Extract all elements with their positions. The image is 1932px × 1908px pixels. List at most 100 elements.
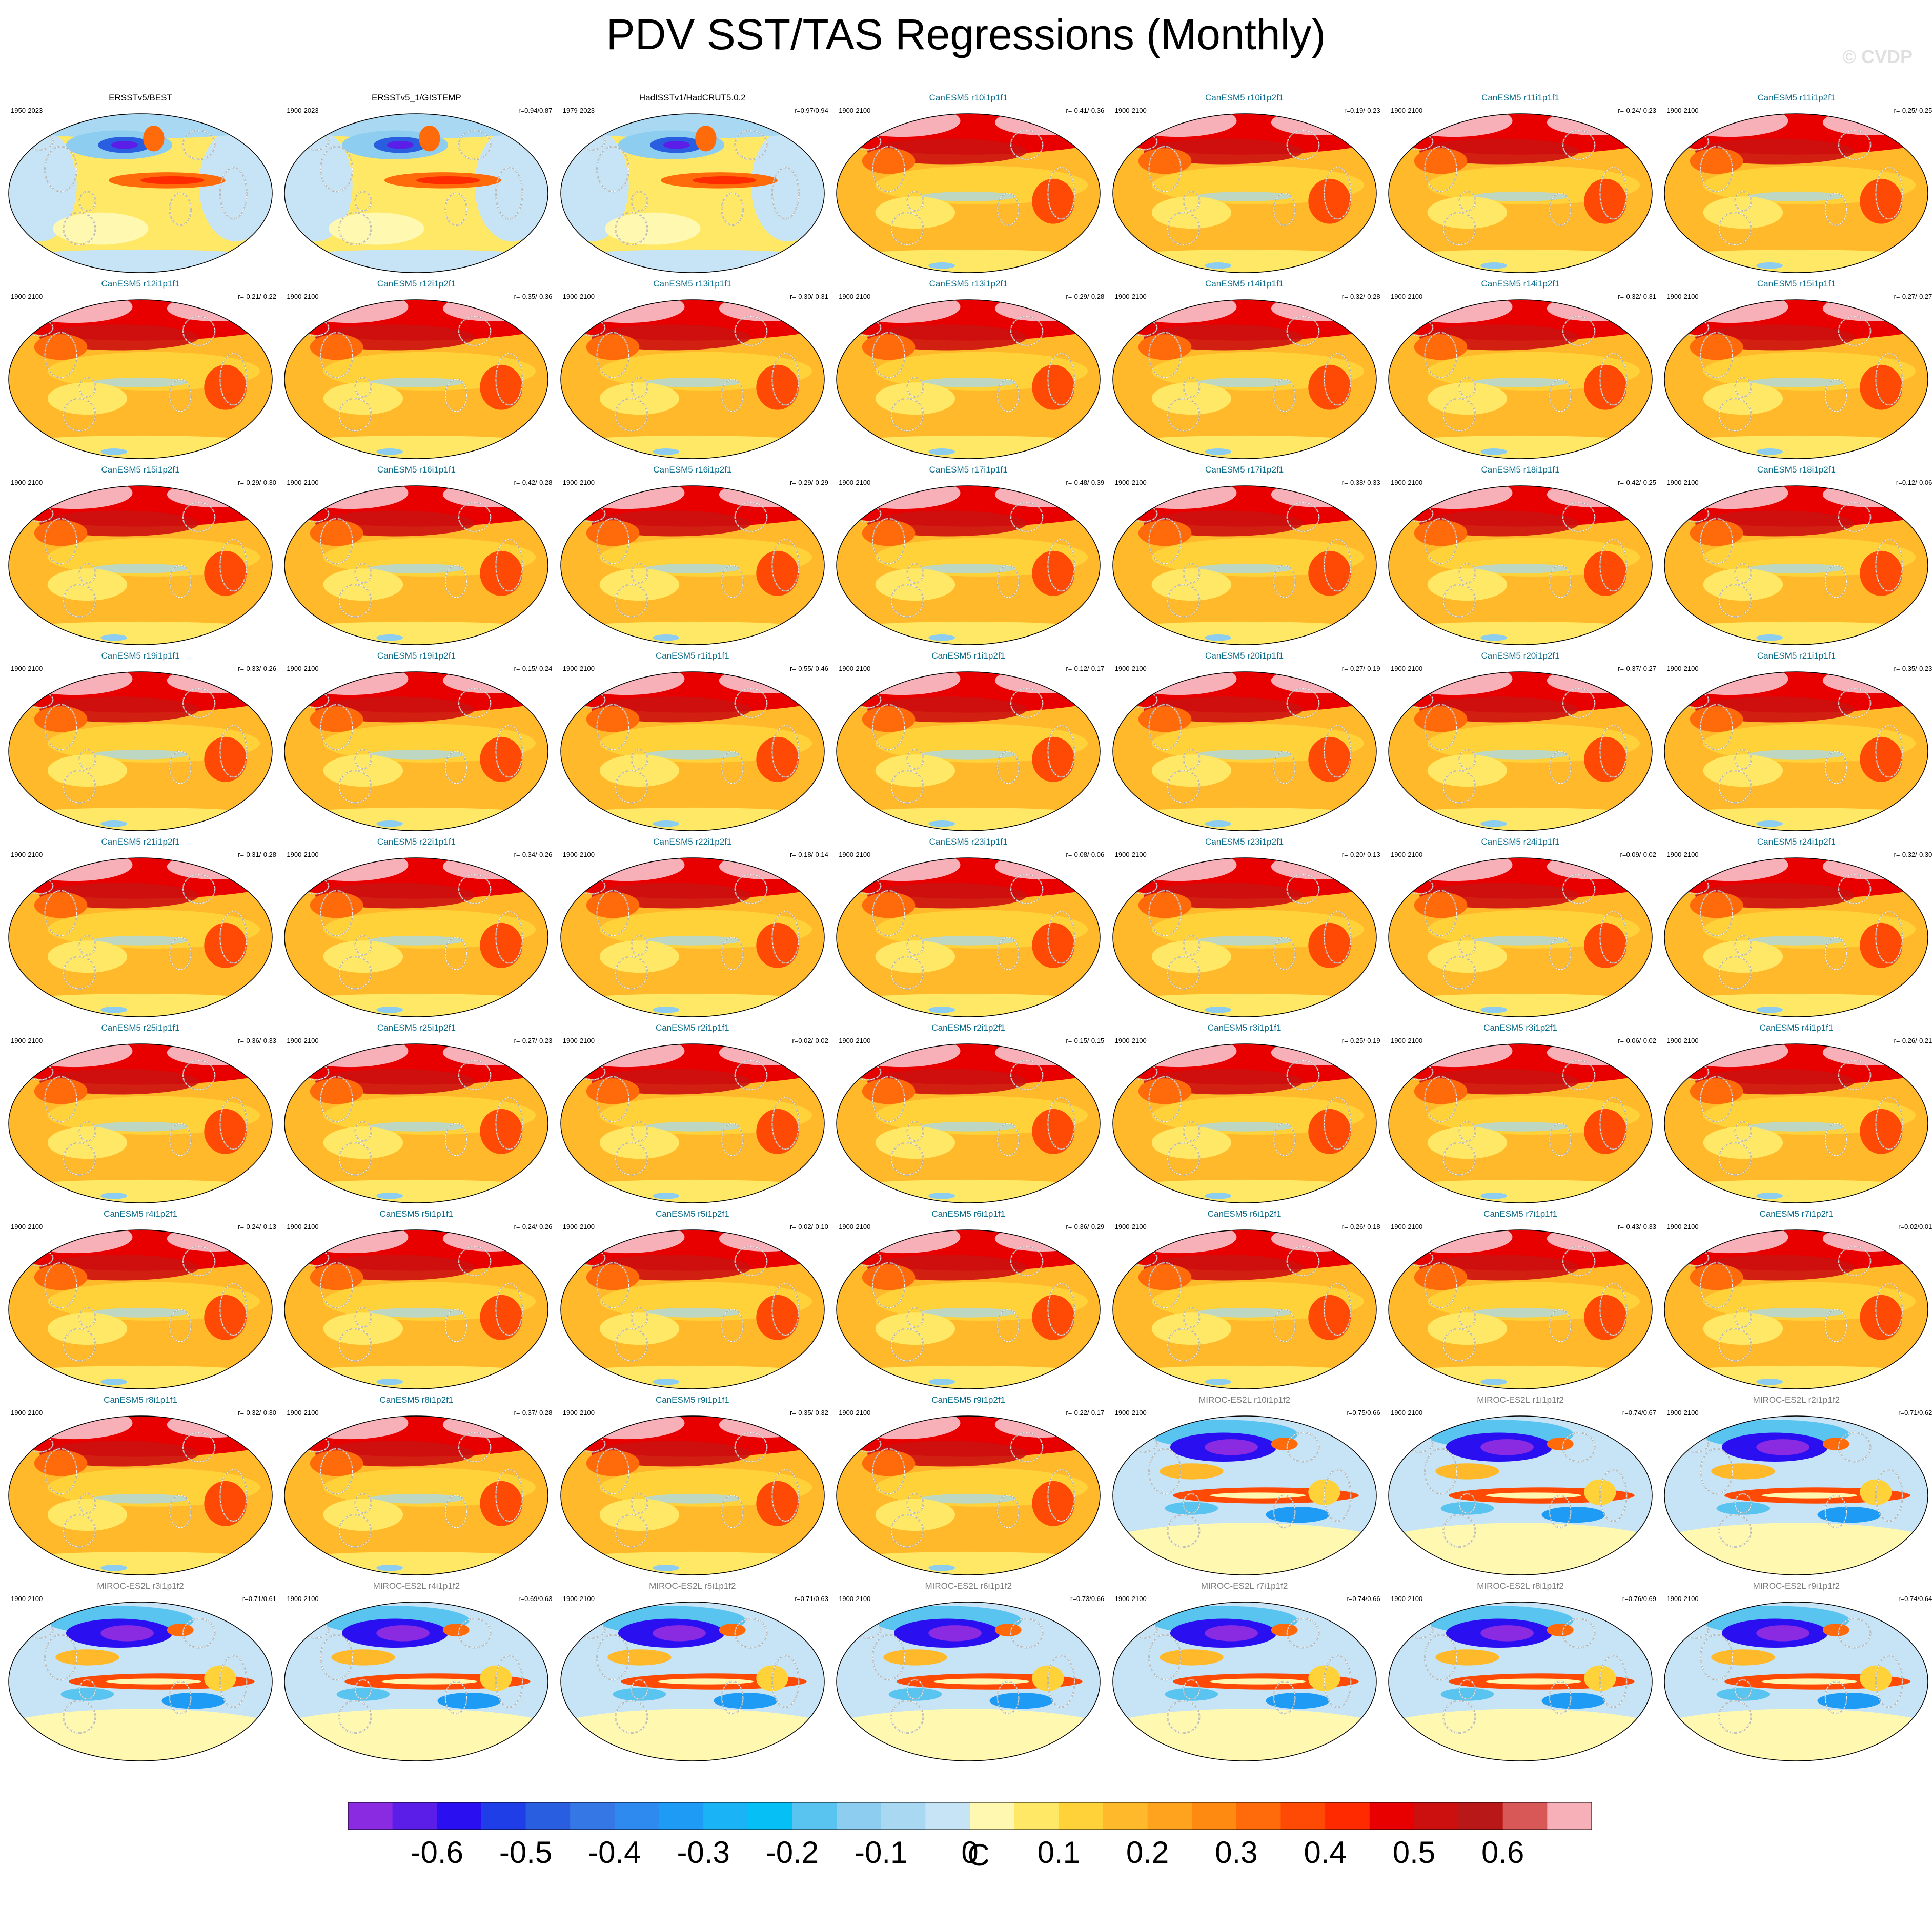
map-field xyxy=(1112,113,1377,273)
map-field xyxy=(1388,1602,1653,1761)
panel-title: MIROC-ES2L r9i1p1f2 xyxy=(1753,1581,1840,1591)
panel-years: 1900-2100 xyxy=(839,1037,871,1044)
map-field xyxy=(1112,299,1377,459)
panel-years: 1950-2023 xyxy=(11,107,43,114)
map-field xyxy=(8,113,273,273)
panel-years: 1900-2100 xyxy=(1391,1595,1423,1603)
panel-title: CanESM5 r2i1p1f1 xyxy=(655,1023,729,1033)
panel-title: CanESM5 r2i1p2f1 xyxy=(931,1023,1005,1033)
map-field xyxy=(1388,1415,1653,1575)
panel-title: MIROC-ES2L r5i1p1f2 xyxy=(649,1581,736,1591)
map-field xyxy=(1112,671,1377,831)
map-field xyxy=(284,1229,549,1389)
panel-years: 1900-2100 xyxy=(11,1409,43,1417)
panel-correlation: r=-0.15/-0.15 xyxy=(1066,1037,1105,1044)
panel-years: 1900-2100 xyxy=(1666,479,1699,486)
panel-correlation: r=-0.21/-0.22 xyxy=(238,293,276,300)
colorbar-tick-label: -0.4 xyxy=(588,1835,641,1870)
map-panel: CanESM5 r5i1p1f1 1900-2100 r=-0.24/-0.26 xyxy=(278,1208,554,1394)
panel-title: CanESM5 r4i1p1f1 xyxy=(1759,1023,1834,1033)
panel-years: 1900-2023 xyxy=(287,107,319,114)
map-field xyxy=(1388,485,1653,645)
map-field xyxy=(1388,299,1653,459)
map-field xyxy=(8,857,273,1017)
map-panel: MIROC-ES2L r8i1p1f2 1900-2100 r=0.76/0.69 xyxy=(1382,1581,1658,1766)
map-panel: CanESM5 r5i1p2f1 1900-2100 r=-0.02/-0.10 xyxy=(555,1208,830,1394)
map-field xyxy=(560,113,825,273)
panel-correlation: r=0.02/-0.02 xyxy=(792,1037,828,1044)
panel-years: 1900-2100 xyxy=(839,293,871,300)
panel-title: CanESM5 r1i1p1f1 xyxy=(655,651,729,661)
panel-title: CanESM5 r10i1p2f1 xyxy=(1205,93,1284,102)
colorbar-swatch xyxy=(925,1802,970,1830)
map-panel: CanESM5 r6i1p1f1 1900-2100 r=-0.36/-0.29 xyxy=(830,1208,1106,1394)
panel-years: 1900-2100 xyxy=(1666,665,1699,672)
panel-correlation: r=-0.06/-0.02 xyxy=(1618,1037,1656,1044)
panel-correlation: r=0.97/0.94 xyxy=(794,107,828,114)
panel-years: 1900-2100 xyxy=(562,665,595,672)
panel-years: 1900-2100 xyxy=(1391,107,1423,114)
panel-years: 1900-2100 xyxy=(287,293,319,300)
map-panel: CanESM5 r15i1p1f1 1900-2100 r=-0.27/-0.27 xyxy=(1658,278,1932,464)
panel-years: 1900-2100 xyxy=(839,479,871,486)
colorbar-swatch xyxy=(970,1802,1015,1830)
panel-correlation: r=-0.37/-0.27 xyxy=(1618,665,1656,672)
map-field xyxy=(836,1229,1101,1389)
map-panel: CanESM5 r13i1p2f1 1900-2100 r=-0.29/-0.28 xyxy=(830,278,1106,464)
map-field xyxy=(1112,1043,1377,1203)
panel-title: CanESM5 r14i1p2f1 xyxy=(1481,279,1560,289)
panel-correlation: r=0.73/0.66 xyxy=(1070,1595,1105,1603)
panel-years: 1900-2100 xyxy=(839,665,871,672)
panel-title: CanESM5 r25i1p1f1 xyxy=(101,1023,180,1033)
map-panel: CanESM5 r8i1p1f1 1900-2100 r=-0.32/-0.30 xyxy=(3,1394,278,1580)
map-panel: CanESM5 r24i1p2f1 1900-2100 r=-0.32/-0.30 xyxy=(1658,836,1932,1022)
map-panel: CanESM5 r11i1p1f1 1900-2100 r=-0.24/-0.23 xyxy=(1382,92,1658,278)
panel-years: 1900-2100 xyxy=(1666,851,1699,858)
panel-correlation: r=-0.29/-0.29 xyxy=(790,479,828,486)
map-panel: CanESM5 r17i1p1f1 1900-2100 r=-0.48/-0.39 xyxy=(830,464,1106,650)
map-panel: CanESM5 r20i1p1f1 1900-2100 r=-0.27/-0.19 xyxy=(1107,650,1382,836)
map-field xyxy=(1388,671,1653,831)
panel-correlation: r=-0.42/-0.25 xyxy=(1618,479,1656,486)
map-field xyxy=(836,671,1101,831)
panel-years: 1900-2100 xyxy=(1666,293,1699,300)
panel-correlation: r=0.74/0.67 xyxy=(1622,1409,1656,1417)
panel-years: 1900-2100 xyxy=(562,1595,595,1603)
panel-title: CanESM5 r1i1p2f1 xyxy=(931,651,1005,661)
panel-title: CanESM5 r6i1p1f1 xyxy=(931,1209,1005,1219)
panel-years: 1900-2100 xyxy=(1114,1595,1147,1603)
panel-title: MIROC-ES2L r2i1p1f2 xyxy=(1753,1395,1840,1405)
map-panel: CanESM5 r4i1p2f1 1900-2100 r=-0.24/-0.13 xyxy=(3,1208,278,1394)
panel-correlation: r=0.12/-0.06 xyxy=(1896,479,1932,486)
panel-title: CanESM5 r23i1p2f1 xyxy=(1205,837,1284,847)
colorbar-swatch xyxy=(703,1802,748,1830)
map-field xyxy=(560,857,825,1017)
panel-title: CanESM5 r6i1p2f1 xyxy=(1207,1209,1282,1219)
panel-title: MIROC-ES2L r1i1p1f2 xyxy=(1477,1395,1564,1405)
panel-correlation: r=-0.31/-0.28 xyxy=(238,851,276,858)
map-panel: CanESM5 r23i1p2f1 1900-2100 r=-0.20/-0.13 xyxy=(1107,836,1382,1022)
map-field xyxy=(560,671,825,831)
map-panel: CanESM5 r9i1p2f1 1900-2100 r=-0.22/-0.17 xyxy=(830,1394,1106,1580)
map-field xyxy=(836,1043,1101,1203)
panel-correlation: r=0.74/0.66 xyxy=(1346,1595,1380,1603)
map-panel: MIROC-ES2L r5i1p1f2 1900-2100 r=0.71/0.63 xyxy=(555,1581,830,1766)
map-panel: MIROC-ES2L r7i1p1f2 1900-2100 r=0.74/0.66 xyxy=(1107,1581,1382,1766)
map-field xyxy=(8,1043,273,1203)
panel-correlation: r=-0.27/-0.27 xyxy=(1894,293,1932,300)
panel-title: CanESM5 r15i1p1f1 xyxy=(1757,279,1836,289)
panel-title: CanESM5 r17i1p1f1 xyxy=(929,465,1008,475)
map-panel: CanESM5 r25i1p1f1 1900-2100 r=-0.36/-0.33 xyxy=(3,1022,278,1208)
panel-correlation: r=0.75/0.66 xyxy=(1346,1409,1380,1417)
colorbar-swatch xyxy=(747,1802,792,1830)
map-panel: CanESM5 r14i1p2f1 1900-2100 r=-0.32/-0.31 xyxy=(1382,278,1658,464)
map-panel: MIROC-ES2L r4i1p1f2 1900-2100 r=0.69/0.63 xyxy=(278,1581,554,1766)
panel-years: 1900-2100 xyxy=(11,1037,43,1044)
panel-years: 1900-2100 xyxy=(1391,1037,1423,1044)
colorbar-swatch xyxy=(437,1802,482,1830)
panel-years: 1900-2100 xyxy=(287,1223,319,1230)
colorbar-tick-label: -0.1 xyxy=(855,1835,908,1870)
panel-title: ERSSTv5/BEST xyxy=(109,93,172,102)
map-panel: CanESM5 r20i1p2f1 1900-2100 r=-0.37/-0.27 xyxy=(1382,650,1658,836)
